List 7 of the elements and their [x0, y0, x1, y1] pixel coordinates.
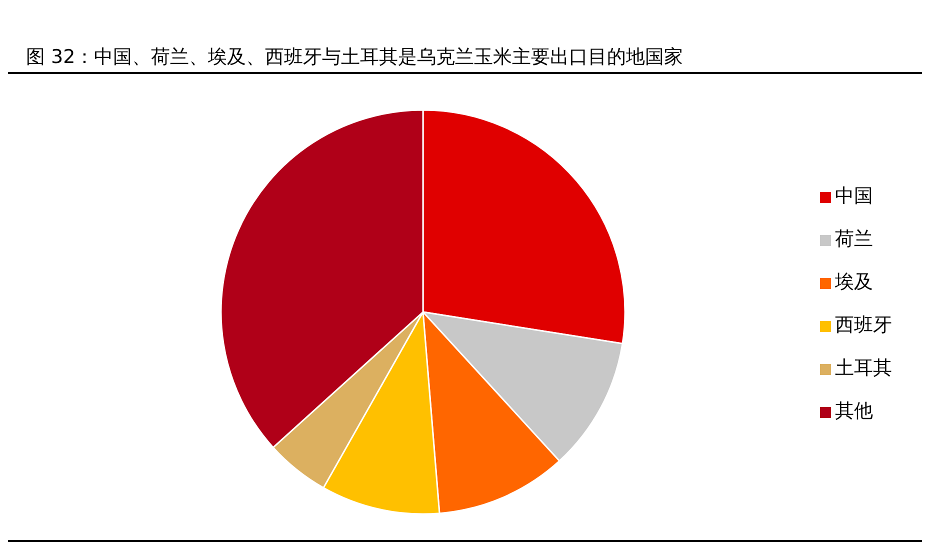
- legend-label: 荷兰: [835, 228, 873, 250]
- legend-label: 土耳其: [835, 357, 892, 379]
- legend-label: 中国: [835, 185, 873, 207]
- legend-label: 埃及: [835, 271, 873, 293]
- legend-label: 其他: [835, 400, 873, 422]
- legend-label: 西班牙: [835, 314, 892, 336]
- chart-title: 图 32：中国、荷兰、埃及、西班牙与土耳其是乌克兰玉米主要出口目的地国家: [8, 44, 922, 74]
